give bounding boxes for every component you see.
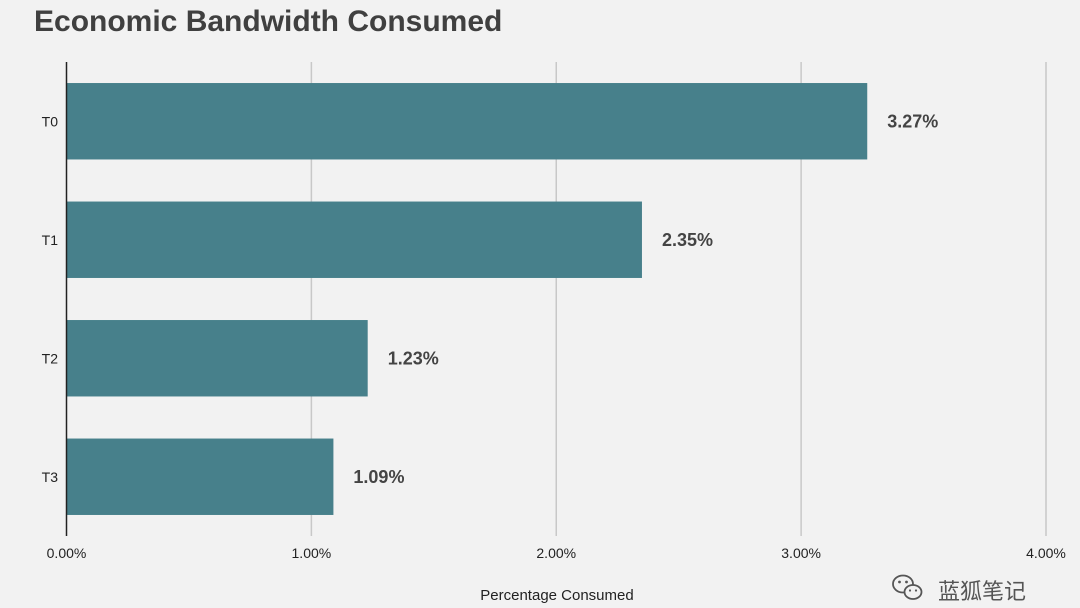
x-tick-label: 2.00% xyxy=(536,545,576,561)
x-tick-label: 1.00% xyxy=(292,545,332,561)
data-labels: 3.27% 2.35% 1.23% 1.09% xyxy=(353,111,938,487)
watermark-text: 蓝狐笔记 xyxy=(938,580,1026,605)
data-label: 2.35% xyxy=(662,230,713,250)
bars xyxy=(66,83,868,515)
x-tick-label: 4.00% xyxy=(1026,545,1066,561)
x-tick-label: 3.00% xyxy=(781,545,821,561)
x-tick-label: 0.00% xyxy=(47,545,87,561)
chart-title: Economic Bandwidth Consumed xyxy=(34,5,502,38)
x-tick-labels: 0.00% 1.00% 2.00% 3.00% 4.00% xyxy=(47,545,1066,561)
bar xyxy=(66,83,868,160)
bar xyxy=(66,438,334,515)
bar xyxy=(66,201,642,278)
category-label: T1 xyxy=(42,232,59,248)
watermark: 蓝狐笔记 xyxy=(892,574,1026,605)
data-label: 1.23% xyxy=(388,348,439,368)
x-axis-title: Percentage Consumed xyxy=(480,587,633,604)
category-label: T2 xyxy=(42,350,59,366)
category-label: T0 xyxy=(42,113,59,129)
data-label: 3.27% xyxy=(887,111,938,131)
wechat-icon xyxy=(892,574,923,600)
bar xyxy=(66,320,368,397)
category-labels: T0 T1 T2 T3 xyxy=(42,113,59,485)
category-label: T3 xyxy=(42,469,59,485)
data-label: 1.09% xyxy=(353,467,404,487)
